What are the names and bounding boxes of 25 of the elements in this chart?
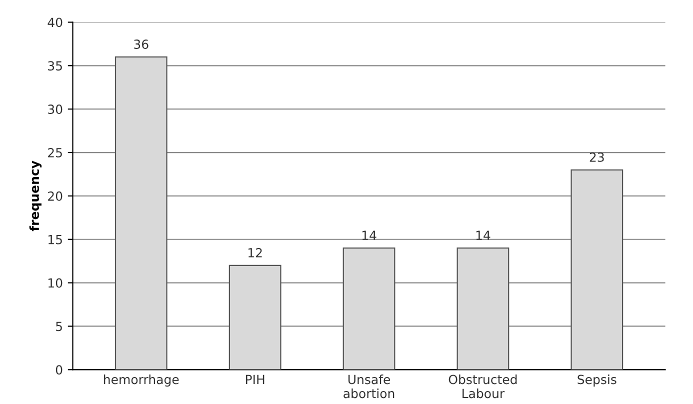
- x-tick-label: Sepsis: [578, 374, 616, 387]
- y-tick-label: 5: [56, 322, 62, 332]
- x-tick-label: hemorrhage: [104, 374, 179, 387]
- x-tick-label: Unsafe abortion: [344, 374, 394, 398]
- y-tick-label: 40: [48, 18, 62, 28]
- y-tick-label: 30: [48, 104, 62, 114]
- y-tick-label: 25: [48, 148, 62, 158]
- y-tick-label: 35: [48, 61, 62, 71]
- y-axis-title: frequency: [29, 160, 42, 232]
- bar: [228, 264, 282, 370]
- bar: [456, 248, 510, 370]
- y-tick-label: 15: [48, 235, 62, 244]
- data-label: 12: [248, 248, 262, 258]
- y-tick-label: 10: [48, 278, 62, 288]
- x-tick-label: Obstructed Labour: [448, 374, 517, 398]
- data-label: 14: [476, 230, 490, 240]
- bar: [570, 169, 624, 370]
- x-tick-label: PIH: [246, 374, 264, 384]
- data-label: 14: [362, 230, 376, 240]
- bar: [114, 56, 168, 370]
- bar: [342, 248, 396, 370]
- y-tick-label: 20: [48, 191, 62, 201]
- data-label: 36: [134, 40, 148, 49]
- data-label: 23: [590, 152, 604, 162]
- y-tick-label: 0: [56, 365, 62, 375]
